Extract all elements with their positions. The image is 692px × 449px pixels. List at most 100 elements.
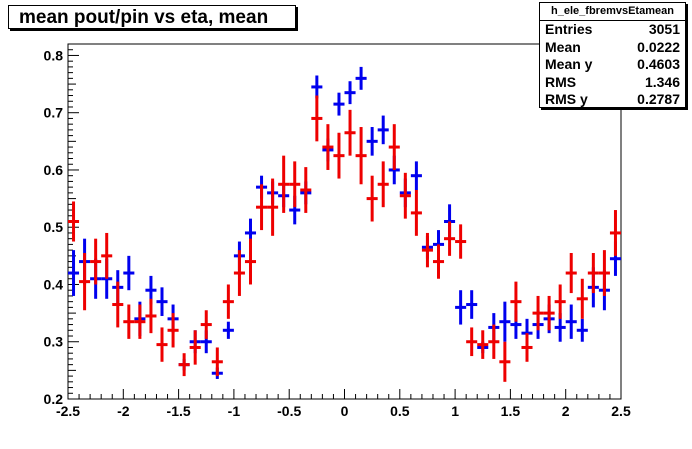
data-point — [344, 109, 356, 156]
data-point — [355, 66, 367, 90]
data-point — [233, 250, 245, 296]
data-point — [134, 304, 146, 339]
data-point — [222, 284, 234, 319]
data-point — [399, 172, 411, 219]
data-point — [499, 301, 511, 342]
data-point — [587, 252, 599, 294]
data-point — [521, 333, 533, 362]
series-1-group — [68, 95, 621, 382]
x-tick-label: 1 — [451, 403, 459, 419]
data-point — [366, 175, 378, 222]
data-point — [410, 161, 422, 191]
data-point — [222, 321, 234, 339]
data-point — [609, 210, 621, 256]
x-tick-label: 2.5 — [611, 403, 631, 419]
data-point — [167, 313, 179, 348]
data-point — [267, 178, 279, 236]
stats-value: 0.2787 — [637, 91, 680, 107]
data-point — [432, 244, 445, 279]
data-point — [388, 124, 400, 170]
data-point — [178, 353, 190, 377]
x-tick-label: -0.5 — [277, 403, 301, 419]
data-point — [410, 190, 422, 236]
y-tick-label: 0.8 — [44, 47, 64, 63]
data-point — [112, 281, 124, 328]
data-point — [68, 250, 80, 296]
data-point — [333, 92, 345, 116]
stats-label: RMS — [545, 73, 577, 90]
y-tick-label: 0.3 — [44, 334, 64, 350]
data-point — [355, 127, 367, 185]
data-point — [598, 250, 610, 296]
data-point — [189, 330, 201, 365]
stats-label: Entries — [545, 21, 593, 37]
data-point — [322, 124, 334, 170]
x-tick-label: 1.5 — [501, 403, 521, 419]
stats-label: Mean y — [545, 56, 593, 72]
x-tick-label: -2.5 — [56, 403, 80, 419]
data-point — [444, 221, 456, 256]
stats-label: Mean — [545, 38, 581, 55]
data-point — [90, 238, 102, 285]
stats-row-entries: Entries 3051 — [540, 21, 685, 39]
data-point — [344, 81, 356, 105]
data-point — [510, 281, 522, 322]
data-point — [554, 284, 566, 319]
y-tick-label: 0.5 — [44, 219, 64, 235]
data-point — [565, 252, 577, 294]
data-point — [565, 304, 577, 339]
data-point — [79, 252, 91, 311]
y-tick-label: 0.7 — [44, 105, 64, 121]
data-point — [366, 127, 378, 156]
stats-row-rms: RMS 1.346 — [540, 74, 685, 92]
title-box: mean pout/pin vs eta, mean — [8, 5, 296, 29]
stats-row-mean-y: Mean y 0.4603 — [540, 56, 685, 74]
data-point — [300, 167, 312, 213]
x-tick-label: -1 — [228, 403, 241, 419]
stats-value: 1.346 — [644, 73, 680, 90]
data-point — [200, 310, 212, 339]
stats-row-rms-y: RMS y 0.2787 — [540, 91, 685, 109]
data-point — [244, 238, 257, 285]
data-point — [156, 327, 168, 362]
x-tick-label: -1.5 — [167, 403, 191, 419]
data-point — [333, 132, 345, 179]
marks-group — [68, 66, 621, 382]
data-point — [289, 161, 301, 208]
x-tick-label: 2 — [562, 403, 570, 419]
data-point — [256, 184, 268, 231]
chart-title: mean pout/pin vs eta, mean — [19, 7, 269, 28]
x-tick-label: 0.5 — [390, 403, 410, 419]
y-tick-label: 0.2 — [44, 391, 64, 407]
data-point — [466, 290, 478, 319]
data-point — [377, 115, 389, 145]
x-tick-label: -2 — [117, 403, 130, 419]
data-point — [101, 232, 113, 279]
data-point — [499, 341, 511, 382]
data-point — [123, 304, 135, 339]
y-tick-label: 0.6 — [44, 162, 64, 178]
data-point — [576, 278, 588, 319]
data-point — [488, 324, 500, 359]
data-point — [156, 287, 168, 316]
data-point — [123, 255, 135, 291]
data-point — [421, 232, 433, 268]
data-point — [455, 224, 467, 259]
data-point — [377, 161, 389, 208]
data-point — [311, 95, 323, 142]
x-tick-label: 0 — [341, 403, 349, 419]
data-point — [278, 155, 290, 213]
stats-box: h_ele_fbremvsEtamean Entries 3051 Mean 0… — [539, 2, 686, 108]
data-point — [311, 75, 323, 99]
data-point — [477, 330, 489, 359]
y-tick-label: 0.4 — [44, 276, 64, 292]
stats-value: 0.4603 — [637, 56, 680, 72]
stats-row-mean: Mean 0.0222 — [540, 39, 685, 57]
axes-group: -2.5 -2 -1.5 -1 -0.5 0 0.5 1 1.5 2 2.5 0.2 0.3 0.4 0.5… — [44, 47, 631, 419]
data-point — [68, 201, 80, 242]
stats-value: 3051 — [648, 21, 680, 37]
data-point — [532, 295, 544, 331]
data-point — [576, 318, 588, 342]
